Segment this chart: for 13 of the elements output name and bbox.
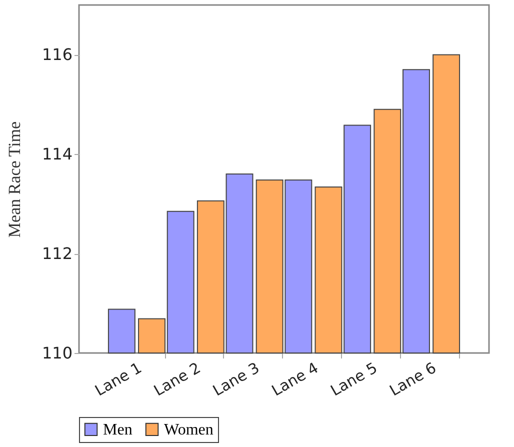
x-tick-label: Lane 1 [92, 358, 145, 400]
y-tick-label: 112 [42, 244, 72, 264]
x-tick-label: Lane 5 [328, 358, 380, 400]
y-tick-label: 110 [42, 344, 72, 362]
legend-label: Women [164, 421, 214, 438]
y-tick-label: 114 [42, 144, 72, 164]
y-tick-label: 116 [42, 45, 72, 64]
y-axis-title: Mean Race Time [4, 121, 24, 238]
legend-label: Men [103, 421, 132, 438]
x-tick-label: Lane 6 [386, 358, 440, 400]
x-tick-label: Lane 2 [150, 358, 204, 400]
x-tick-label: Lane 3 [210, 358, 263, 400]
x-tick-label: Lane 4 [268, 358, 322, 400]
